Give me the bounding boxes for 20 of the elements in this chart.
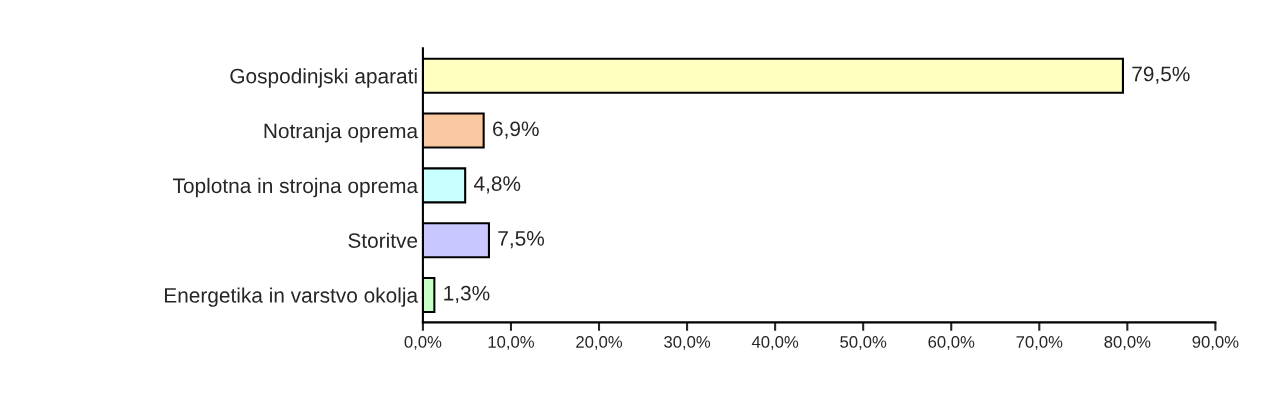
y-tick-label: Notranja oprema [264, 123, 419, 143]
data-label: 6,9% [493, 121, 539, 139]
x-tick-label: 20,0% [576, 336, 623, 350]
y-tick-label: Gospodinjski aparati [230, 68, 417, 88]
y-tick-label: Toplotna in strojna oprema [173, 177, 419, 198]
x-tick-label: 90,0% [1192, 336, 1239, 350]
x-tick-label: 40,0% [751, 336, 799, 350]
data-label: 1,3% [444, 285, 490, 304]
data-label: 4,8% [473, 176, 521, 194]
data-label: 79,5% [1132, 66, 1190, 84]
x-tick-label: 80,0% [1104, 336, 1151, 350]
data-label: 7,5% [498, 231, 545, 249]
x-tick-label: 50,0% [840, 336, 887, 350]
y-tick-label: Energetika in varstvo okolja [165, 287, 419, 307]
x-tick-label: 10,0% [488, 336, 534, 350]
y-tick-label: Storitve [348, 232, 418, 248]
x-tick-label: 60,0% [928, 336, 975, 350]
x-tick-label: 70,0% [1016, 336, 1063, 350]
x-tick-label: 0,0% [404, 336, 442, 350]
x-tick-label: 30,0% [664, 336, 711, 350]
